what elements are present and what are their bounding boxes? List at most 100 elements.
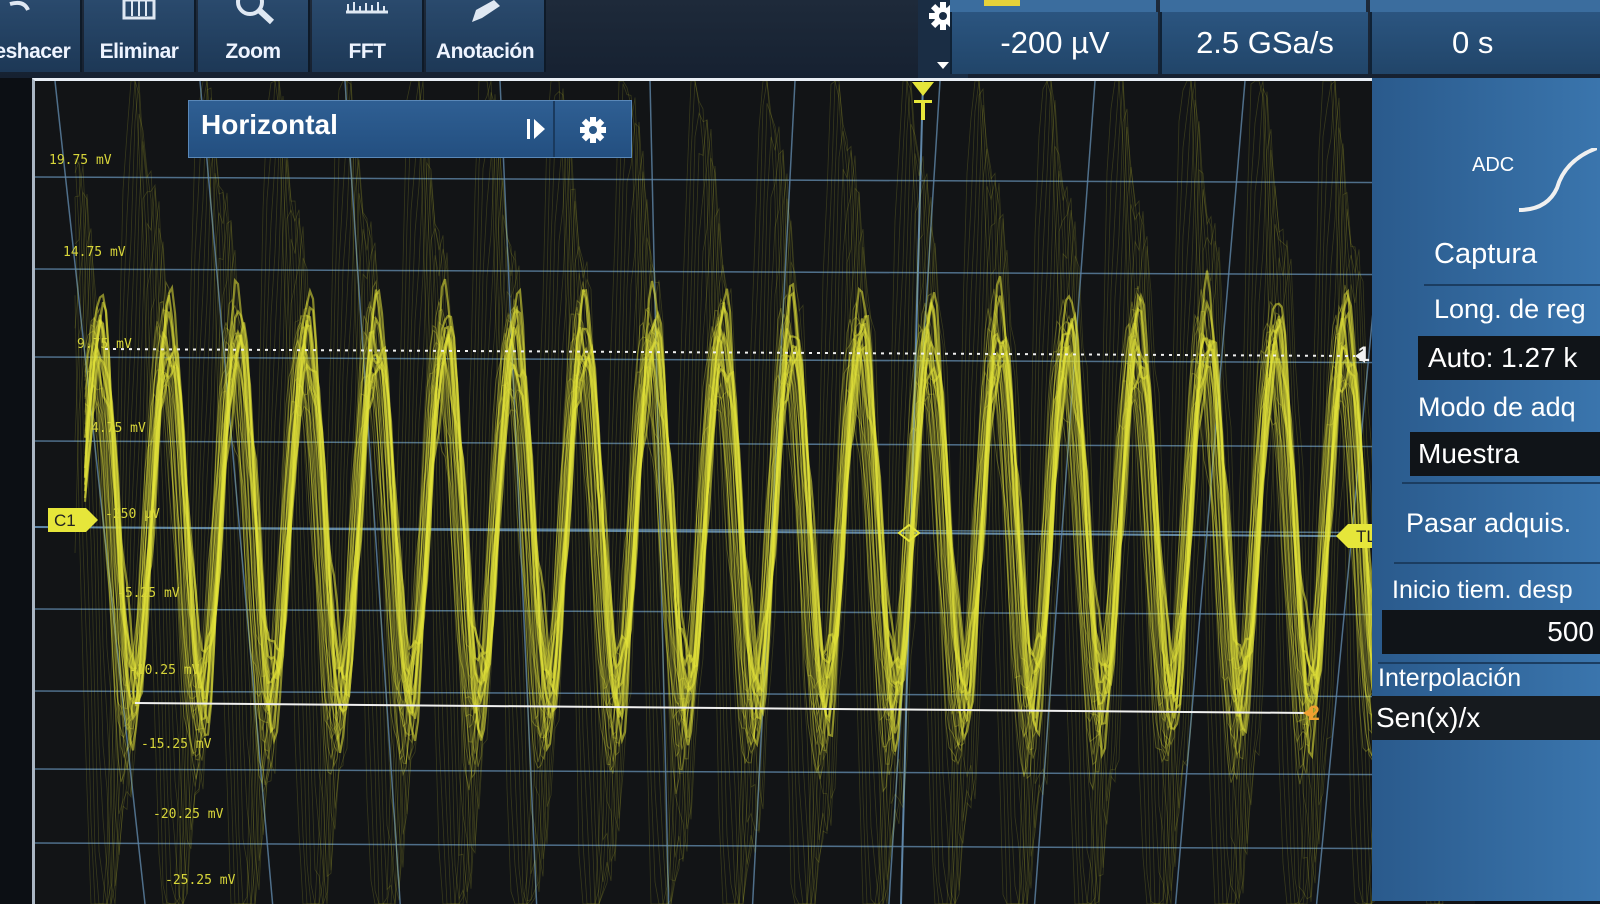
cursor-1-line — [104, 348, 1356, 357]
gear-icon — [580, 117, 606, 143]
grid-vline-5 — [751, 81, 796, 904]
trace-noise-8 — [74, 81, 1444, 904]
trigger-point-marker — [897, 523, 921, 543]
trace-noise-3 — [74, 165, 1444, 895]
sample-rate-readout[interactable]: 2.5 GSa/s — [1160, 12, 1368, 74]
waveform-display[interactable]: 19.75 mV 14.75 mV 9.75 mV 4.75 mV -250 µ… — [32, 78, 1475, 904]
grid-vline-3 — [499, 81, 538, 904]
delete-icon — [84, 0, 194, 28]
grid-hline-2 — [35, 356, 1475, 364]
trace-band-21 — [84, 355, 1436, 738]
record-length-field[interactable]: Auto: 1.27 k — [1418, 336, 1600, 380]
fft-label: FFT — [348, 40, 386, 63]
trace-noise-5 — [74, 118, 1444, 904]
trace-band-22 — [84, 339, 1436, 757]
gear-icon — [929, 2, 957, 69]
top-toolbar: Deshacer Eliminar Zoom FFT Anotación — [0, 0, 1600, 78]
record-length-label: Long. de reg — [1434, 294, 1586, 324]
undo-label: Deshacer — [0, 40, 71, 63]
trace-noise-0 — [74, 241, 1444, 820]
trace-band-13 — [84, 304, 1436, 759]
trigger-position-marker[interactable] — [910, 80, 936, 124]
trace-band-16 — [84, 351, 1436, 724]
center-horizontal-axis — [35, 526, 1475, 538]
channel-1-trace — [74, 81, 1444, 904]
channel-1-marker-label: C1 — [54, 511, 76, 530]
channel-1-offset-marker[interactable]: C1 — [48, 508, 98, 532]
trace-band-12 — [84, 320, 1436, 738]
cursor-1-label[interactable]: 1 — [1358, 343, 1370, 366]
cursor-2-arrow — [1303, 707, 1313, 719]
horizontal-panel-title: Horizontal — [201, 109, 338, 140]
trace-band-4 — [83, 270, 1437, 760]
grid-vline-2 — [344, 81, 401, 904]
grid-hline-1 — [35, 268, 1475, 276]
delete-button[interactable]: Eliminar — [84, 0, 196, 72]
waveform-canvas[interactable] — [35, 81, 1475, 904]
delete-label: Eliminar — [99, 40, 179, 63]
grid-vline-1 — [199, 81, 274, 904]
trace-band-15 — [84, 365, 1436, 703]
volt-label-9: -25.25 mV — [165, 873, 236, 888]
time-start-label: Inicio tiem. desp — [1392, 576, 1573, 604]
horizontal-panel[interactable]: Horizontal — [188, 100, 632, 158]
grid-hline-3 — [35, 440, 1475, 448]
grid-vline-0 — [54, 81, 146, 904]
trace-noise-6 — [74, 91, 1443, 904]
volt-label-4: -250 µV — [105, 507, 160, 522]
volt-label-3: 4.75 mV — [91, 421, 146, 436]
zoom-icon — [198, 0, 308, 28]
play-icon[interactable] — [527, 115, 547, 143]
trigger-level-readout[interactable]: -200 µV — [950, 12, 1158, 74]
time-start-field[interactable]: 500 — [1382, 610, 1600, 654]
grid-hline-0 — [35, 176, 1475, 184]
acquisition-side-panel: ADC Captura Long. de reg Auto: 1.27 k Mo… — [1372, 78, 1600, 901]
zoom-label: Zoom — [225, 40, 281, 63]
cursor-2-line — [134, 702, 1308, 714]
trace-band-11 — [84, 337, 1436, 720]
trace-band-23 — [84, 322, 1436, 777]
trace-noise-9 — [74, 81, 1444, 904]
chevron-down-icon — [937, 62, 949, 69]
trace-band-5 — [83, 347, 1437, 688]
fft-icon — [312, 0, 422, 28]
volt-label-8: -20.25 mV — [153, 807, 224, 822]
trace-band-9 — [84, 279, 1436, 770]
center-vertical-axis — [900, 81, 924, 904]
cursor-1-arrow — [1355, 349, 1365, 363]
annotation-label: Anotación — [435, 40, 535, 63]
undo-icon — [0, 0, 80, 28]
grid-hline-7 — [35, 768, 1475, 776]
pass-acquisition-toggle[interactable]: Pasar adquis. — [1406, 508, 1572, 538]
horizontal-settings-button[interactable] — [553, 101, 631, 157]
cursor-lines — [104, 348, 1365, 719]
trace-band-20 — [84, 371, 1436, 717]
trace-band-24 — [84, 307, 1436, 795]
toolbar-settings-button[interactable] — [918, 0, 968, 78]
adc-curve-icon — [1518, 148, 1597, 212]
trace-noise-2 — [74, 191, 1444, 871]
fft-button[interactable]: FFT — [312, 0, 424, 72]
interpolation-label: Interpolación — [1378, 664, 1522, 692]
zoom-button[interactable]: Zoom — [198, 0, 310, 72]
horizontal-position-readout[interactable]: 0 s — [1370, 12, 1600, 74]
trace-band-18 — [84, 315, 1436, 765]
adc-label: ADC — [1472, 154, 1515, 176]
annotation-icon — [426, 0, 544, 28]
undo-button[interactable]: Deshacer — [0, 0, 82, 72]
cursor-2-label[interactable]: 2 — [1308, 702, 1320, 725]
volt-label-5: -5.25 mV — [117, 586, 180, 601]
volt-label-2: 9.75 mV — [77, 337, 132, 352]
trace-band-7 — [83, 314, 1437, 722]
trace-noise-1 — [74, 218, 1444, 846]
annotation-button[interactable]: Anotación — [426, 0, 546, 72]
trace-band-25 — [84, 381, 1436, 723]
interpolation-select[interactable]: Sen(x)/x — [1372, 696, 1600, 740]
acq-mode-select[interactable]: Muestra — [1410, 432, 1600, 476]
trigger-level-marker-label: TL — [1356, 527, 1376, 546]
grid-vline-4 — [649, 81, 670, 904]
trace-noise-4 — [74, 141, 1444, 904]
trace-band-10 — [84, 352, 1436, 699]
volt-label-7: -15.25 mV — [141, 737, 212, 752]
trace-noise-7 — [74, 81, 1443, 904]
